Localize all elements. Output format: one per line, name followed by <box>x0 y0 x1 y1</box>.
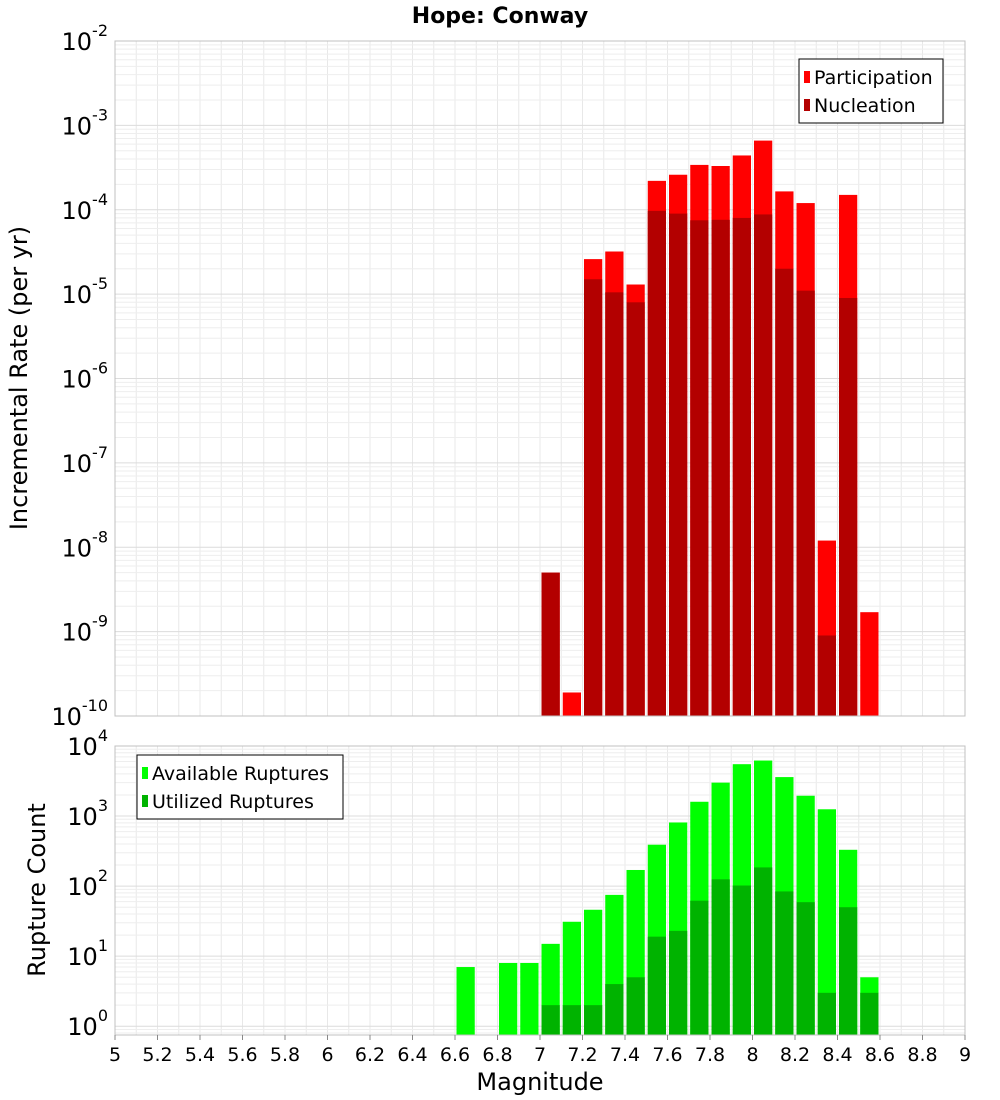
bar-nucleation <box>669 213 688 717</box>
y-tick-label: 10-3 <box>62 105 109 140</box>
bar-nucleation <box>817 635 836 716</box>
y-tick-label: 10-4 <box>62 190 109 225</box>
x-tick-label: 5.4 <box>185 1044 215 1066</box>
bar-utilized-ruptures <box>647 936 666 1035</box>
bar-utilized-ruptures <box>817 992 836 1035</box>
legend-swatch <box>804 99 810 111</box>
bar-nucleation <box>647 210 666 716</box>
bar-utilized-ruptures <box>541 1005 560 1035</box>
bottom-y-axis-label: Rupture Count <box>23 803 51 977</box>
legend-label: Utilized Ruptures <box>152 791 314 813</box>
bar-utilized-ruptures <box>775 891 794 1035</box>
x-tick-label: 8.4 <box>822 1044 852 1066</box>
bar-nucleation <box>732 217 751 716</box>
legend-swatch <box>804 71 810 83</box>
bar-nucleation <box>584 279 603 716</box>
y-tick-label: 10-7 <box>62 443 109 478</box>
bar-available-ruptures <box>584 909 603 1035</box>
bar-participation <box>860 612 879 716</box>
x-tick-label: 7 <box>534 1044 546 1066</box>
bar-utilized-ruptures <box>669 930 688 1035</box>
x-tick-label: 8.8 <box>907 1044 937 1066</box>
y-tick-label: 104 <box>67 726 108 761</box>
bar-available-ruptures <box>817 809 836 1035</box>
bar-nucleation <box>775 268 794 716</box>
legend-label: Nucleation <box>814 95 916 117</box>
top-y-axis-label: Incremental Rate (per yr) <box>5 226 33 530</box>
bar-available-ruptures <box>499 962 518 1035</box>
bar-utilized-ruptures <box>839 907 858 1035</box>
bar-nucleation <box>839 297 858 716</box>
bar-utilized-ruptures <box>605 984 624 1035</box>
x-tick-label: 5.2 <box>142 1044 172 1066</box>
x-tick-label: 7.6 <box>652 1044 682 1066</box>
x-tick-label: 8.6 <box>865 1044 895 1066</box>
y-tick-label: 100 <box>67 1006 108 1041</box>
x-tick-label: 8 <box>746 1044 758 1066</box>
bottom-bars <box>456 760 879 1035</box>
x-tick-label: 5.8 <box>270 1044 300 1066</box>
legend-box <box>136 754 344 820</box>
bar-nucleation <box>754 214 773 717</box>
bar-nucleation <box>605 292 624 716</box>
x-axis-label: Magnitude <box>476 1068 603 1096</box>
top-plot-area: 10-10 10-9 10-8 10-7 10-6 10-5 10-4 10-3 10-2 In… <box>5 21 966 731</box>
bottom-plot-area: 100 101 102 103 104 5 5.2 5.4 5.6 5.8 6 6.2 6.4 6.6 6… <box>23 726 971 1096</box>
legend-swatch <box>142 767 148 779</box>
legend-swatch <box>142 795 148 807</box>
x-tick-labels: 5 5.2 5.4 5.6 5.8 6 6.2 6.4 6.6 6.8 7 7.2 7.4 7.6 7.8 8… <box>109 1035 971 1066</box>
bottom-y-tick-labels: 100 101 102 103 104 <box>67 726 108 1041</box>
x-tick-label: 6 <box>321 1044 333 1066</box>
bar-participation <box>562 692 581 716</box>
bar-nucleation <box>541 572 560 716</box>
x-tick-label: 6.2 <box>355 1044 385 1066</box>
bar-utilized-ruptures <box>562 1005 581 1035</box>
x-tick-label: 7.2 <box>567 1044 597 1066</box>
x-tick-label: 7.4 <box>610 1044 640 1066</box>
legend-box <box>798 58 944 124</box>
bar-utilized-ruptures <box>584 1005 603 1035</box>
x-tick-label: 6.4 <box>397 1044 427 1066</box>
bar-utilized-ruptures <box>690 900 709 1035</box>
bar-utilized-ruptures <box>711 879 730 1035</box>
chart-title: Hope: Conway <box>412 4 588 29</box>
y-tick-label: 10-6 <box>62 359 109 394</box>
y-tick-label: 103 <box>67 796 108 831</box>
y-tick-label: 101 <box>67 936 108 971</box>
y-tick-label: 10-9 <box>62 612 109 647</box>
bar-utilized-ruptures <box>732 885 751 1035</box>
x-tick-label: 6.6 <box>440 1044 470 1066</box>
x-tick-label: 6.8 <box>482 1044 512 1066</box>
top-plot-border <box>114 40 966 717</box>
bar-utilized-ruptures <box>796 902 815 1035</box>
y-tick-label: 10-8 <box>62 527 109 562</box>
bar-utilized-ruptures <box>860 992 879 1035</box>
bar-utilized-ruptures <box>626 977 645 1035</box>
x-tick-label: 5.6 <box>227 1044 257 1066</box>
top-y-tick-labels: 10-10 10-9 10-8 10-7 10-6 10-5 10-4 10-3 10-2 <box>51 21 108 731</box>
top-grid <box>114 40 966 717</box>
x-tick-label: 9 <box>959 1044 971 1066</box>
y-tick-label: 10-5 <box>62 274 109 309</box>
y-tick-label: 102 <box>67 866 108 901</box>
y-tick-label: 10-2 <box>62 21 109 56</box>
bar-nucleation <box>626 302 645 716</box>
bar-available-ruptures <box>520 962 539 1035</box>
bottom-legend: Available Ruptures Utilized Ruptures <box>136 754 344 820</box>
x-tick-label: 8.2 <box>780 1044 810 1066</box>
x-tick-label: 5 <box>109 1044 121 1066</box>
bar-nucleation <box>711 219 730 717</box>
y-tick-label: 10-10 <box>51 696 108 731</box>
legend-label: Available Ruptures <box>152 763 329 785</box>
bar-nucleation <box>796 290 815 716</box>
bar-nucleation <box>690 220 709 717</box>
x-tick-label: 7.8 <box>695 1044 725 1066</box>
top-bars <box>541 140 879 717</box>
bar-utilized-ruptures <box>754 867 773 1035</box>
top-legend: Participation Nucleation <box>798 58 944 124</box>
legend-label: Participation <box>814 67 933 89</box>
bar-available-ruptures <box>456 967 475 1035</box>
